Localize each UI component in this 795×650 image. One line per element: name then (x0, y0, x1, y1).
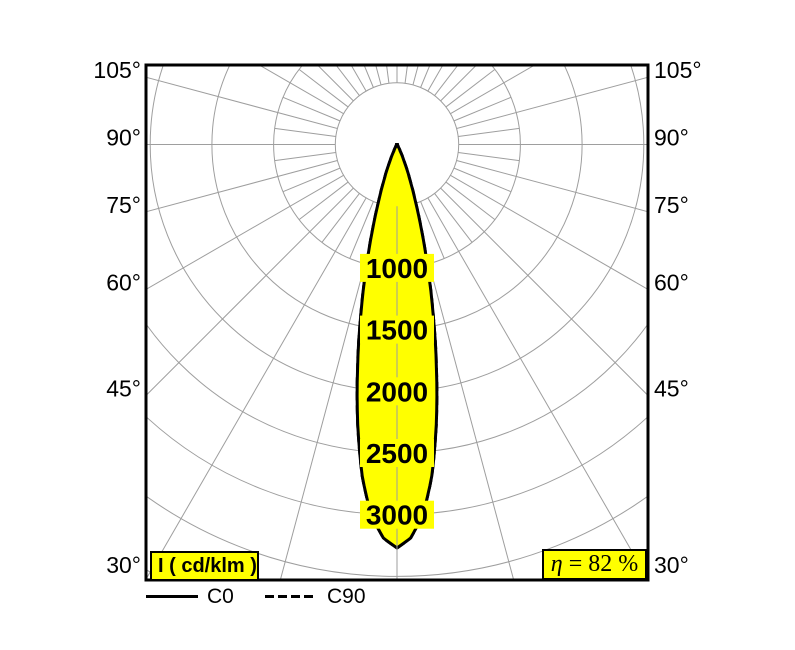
polar-ray-major-315 (147, 187, 354, 395)
polar-ray-major-45 (440, 187, 647, 395)
polar-ray-minor-22.5 (420, 201, 445, 259)
polar-ray-minor-112.5 (453, 96, 512, 122)
polar-ray-major-285 (147, 159, 338, 212)
polar-ray-minor-202.5 (364, 66, 374, 88)
polar-ray-major-120 (450, 66, 534, 115)
angle-label-left-30: 30° (106, 552, 141, 578)
polar-ray-major-75 (456, 159, 647, 212)
ring-value-label-1000: 1000 (366, 253, 428, 284)
angle-label-right-45: 45° (654, 376, 689, 402)
legend-label-c90: C90 (327, 585, 366, 608)
angle-label-left-105: 105° (93, 57, 141, 83)
polar-ray-minor-337.5 (349, 201, 374, 259)
angle-label-left-45: 45° (106, 376, 141, 402)
polar-ray-minor-277.5 (274, 152, 336, 162)
polar-ray-major-30 (427, 197, 647, 578)
polar-ray-minor-217.5 (336, 66, 360, 96)
intensity-unit-badge: I ( cd/klm ) (150, 551, 259, 581)
ring-value-label-bg (360, 253, 434, 282)
polar-ray-major-240 (260, 66, 344, 115)
angle-label-right-60: 60° (654, 269, 689, 295)
angle-label-right-75: 75° (654, 192, 689, 218)
ring-value-label-bg (360, 439, 434, 467)
legend-line-c90-dashed (265, 595, 317, 598)
ring-value-label-2000: 2000 (366, 376, 428, 407)
angle-label-right-105: 105° (654, 57, 702, 83)
plot-border (144, 63, 650, 582)
angle-label-left-75: 75° (106, 192, 141, 218)
polar-ray-major-105 (456, 77, 647, 130)
polar-ray-minor-172.5 (404, 66, 408, 84)
polar-ray-minor-322.5 (321, 193, 360, 243)
polar-ray-major-255 (147, 77, 338, 130)
ring-value-label-2500: 2500 (366, 438, 428, 469)
polar-ray-minor-82.5 (458, 152, 520, 162)
ring-value-label-bg (360, 377, 434, 406)
ring-value-label-bg (360, 315, 434, 344)
polar-ray-minor-52.5 (445, 181, 496, 221)
polar-ray-minor-232.5 (298, 68, 349, 108)
polar-ray-major-330 (147, 197, 367, 578)
polar-ray-minor-127.5 (445, 68, 496, 108)
angle-label-right-30: 30° (654, 552, 689, 578)
polar-ray-minor-67.5 (453, 167, 512, 193)
polar-ray-minor-187.5 (386, 66, 390, 84)
polar-ray-major-60 (450, 174, 647, 290)
polar-ray-minor-262.5 (274, 127, 336, 137)
ring-value-label-1500: 1500 (366, 315, 428, 346)
legend-label-c0: C0 (207, 585, 234, 608)
polar-ray-minor-307.5 (298, 181, 349, 221)
angle-label-left-60: 60° (106, 269, 141, 295)
efficiency-badge: η = 82 % (542, 549, 647, 580)
polar-ray-minor-142.5 (434, 66, 458, 96)
ring-value-label-3000: 3000 (366, 500, 428, 531)
polar-ray-minor-157.5 (420, 66, 430, 88)
eta-symbol: η (550, 551, 563, 577)
legend-line-c0-solid (146, 595, 198, 598)
polar-ray-minor-247.5 (282, 96, 341, 122)
ring-value-label-bg (360, 500, 434, 529)
angle-label-left-90: 90° (106, 125, 141, 151)
polar-ray-major-300 (147, 174, 344, 290)
angle-label-right-90: 90° (654, 125, 689, 151)
polar-ray-minor-37.5 (434, 193, 473, 243)
polar-ray-minor-292.5 (282, 167, 341, 193)
polar-ray-minor-97.5 (458, 127, 520, 137)
efficiency-value: = 82 % (562, 551, 639, 577)
